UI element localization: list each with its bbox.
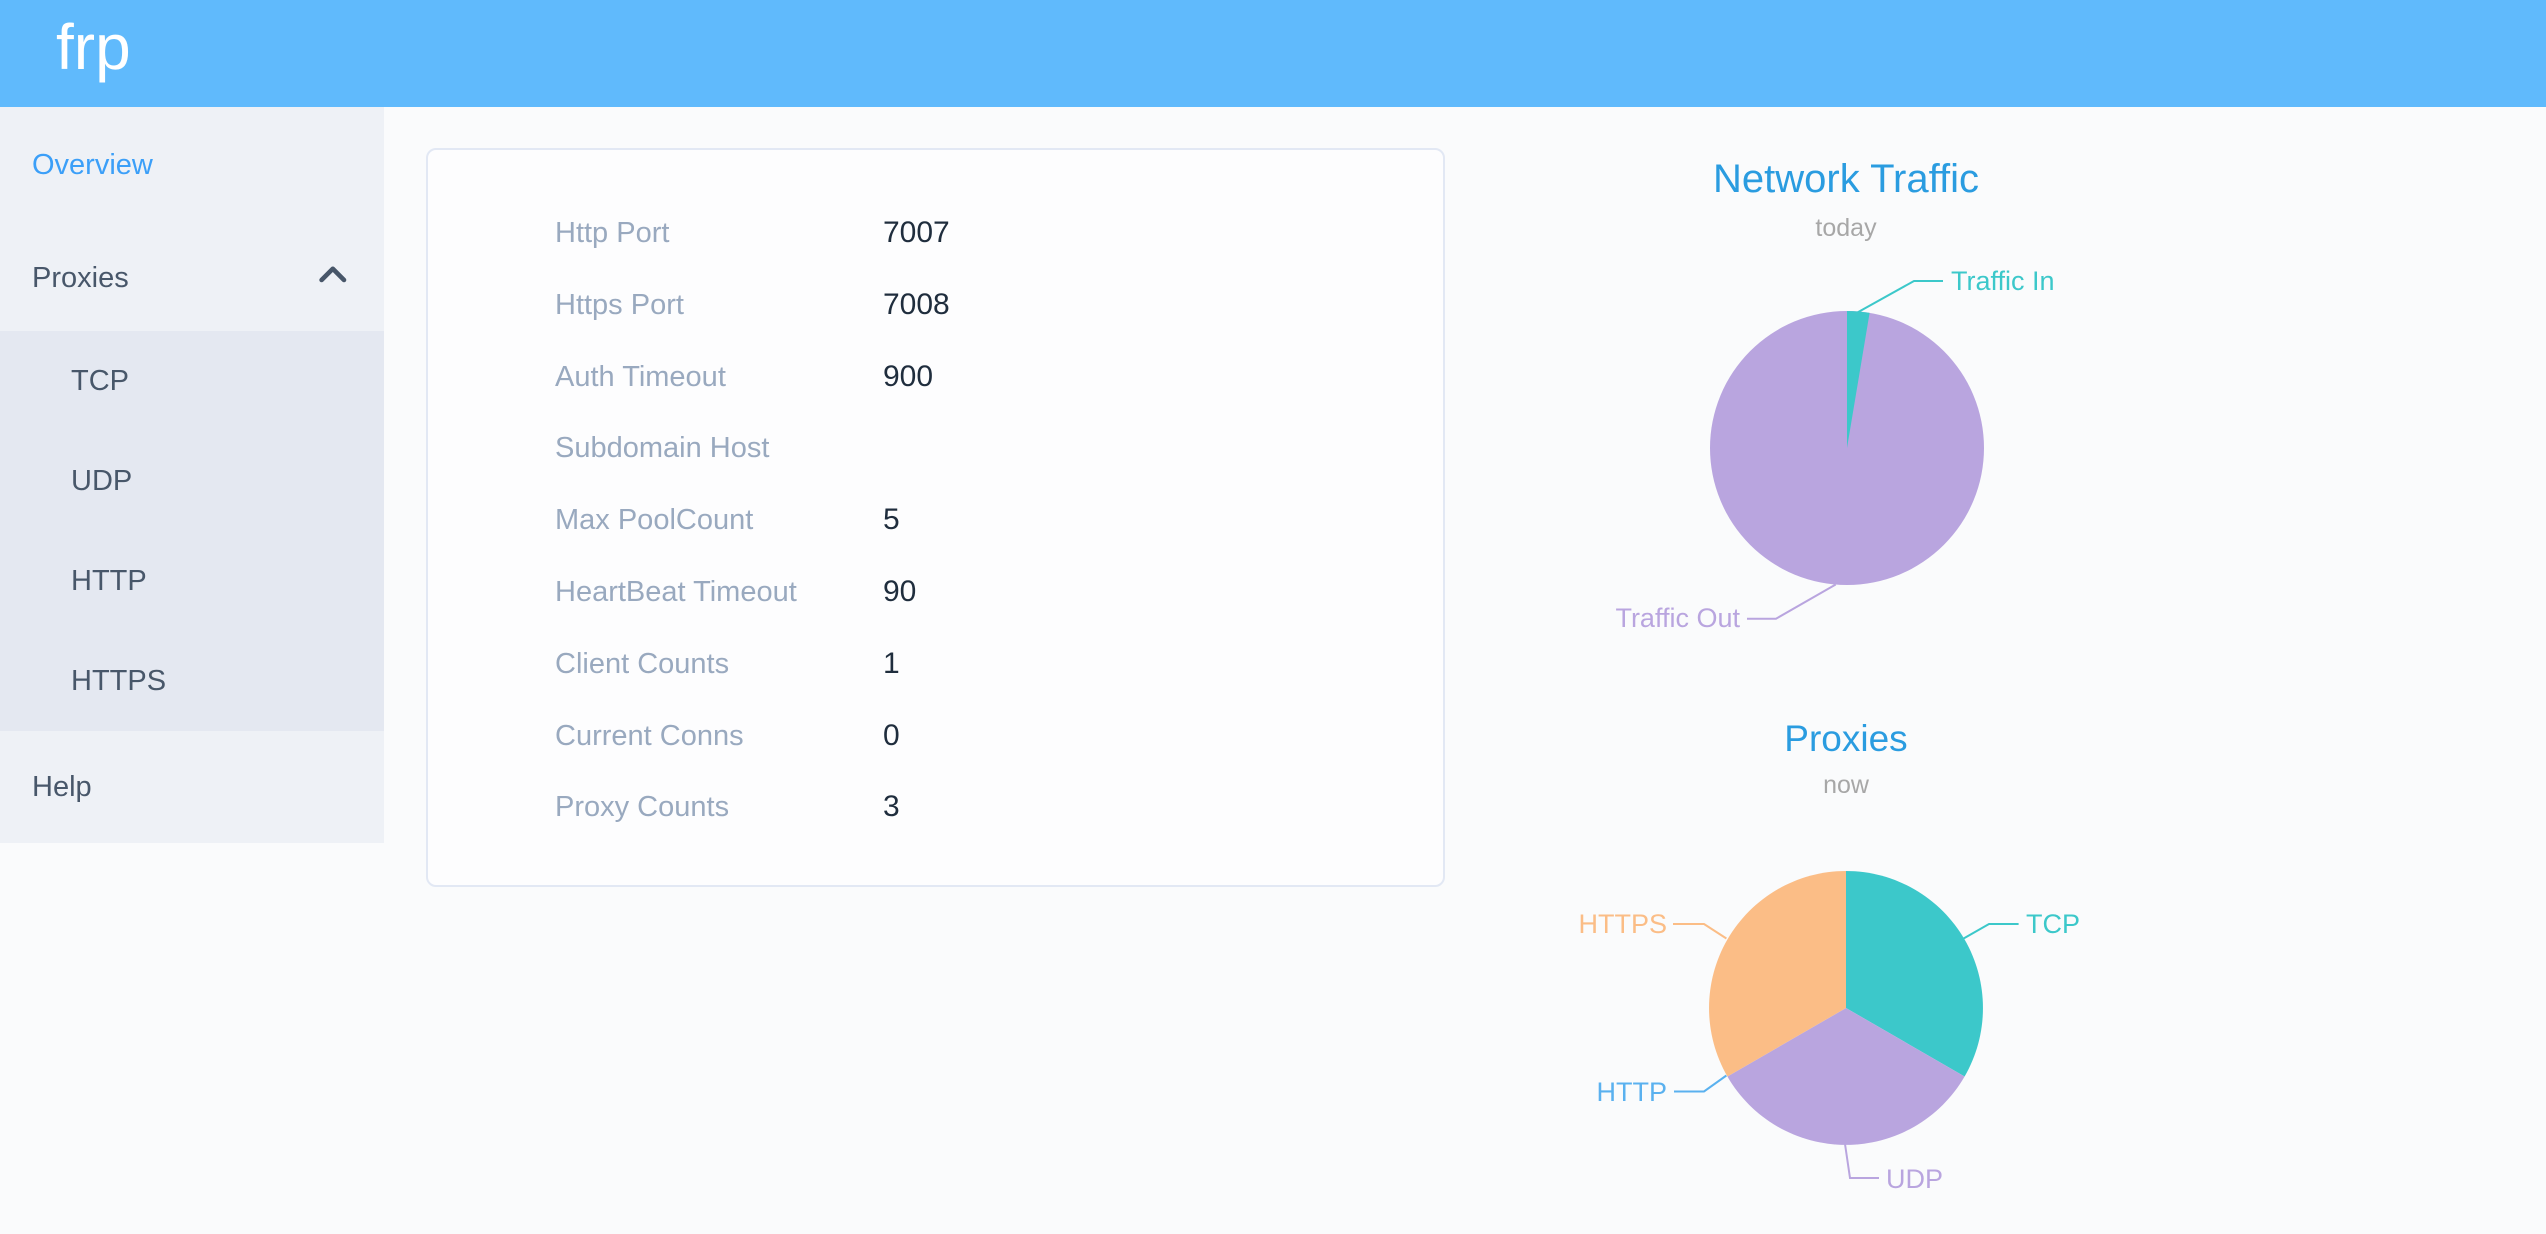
svg-text:HTTPS: HTTPS [1578, 909, 1667, 939]
svg-text:today: today [1815, 214, 1877, 242]
svg-text:Network Traffic: Network Traffic [1713, 157, 1979, 201]
svg-text:Traffic In: Traffic In [1951, 266, 2055, 296]
svg-text:UDP: UDP [1886, 1164, 1943, 1194]
svg-text:now: now [1823, 771, 1870, 799]
svg-text:TCP: TCP [2026, 909, 2080, 939]
svg-text:Traffic Out: Traffic Out [1615, 603, 1740, 633]
svg-text:Proxies: Proxies [1784, 718, 1907, 759]
svg-text:HTTP: HTTP [1597, 1077, 1668, 1107]
